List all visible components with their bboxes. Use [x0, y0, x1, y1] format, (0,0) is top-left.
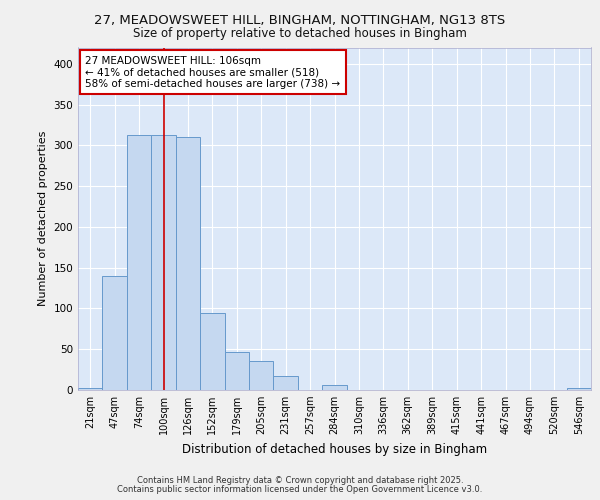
- Bar: [103, 276, 127, 390]
- Text: Contains HM Land Registry data © Crown copyright and database right 2025.: Contains HM Land Registry data © Crown c…: [137, 476, 463, 485]
- Bar: [224, 352, 249, 390]
- Bar: [249, 362, 274, 390]
- Text: 27 MEADOWSWEET HILL: 106sqm
← 41% of detached houses are smaller (518)
58% of se: 27 MEADOWSWEET HILL: 106sqm ← 41% of det…: [85, 56, 340, 89]
- Text: Contains public sector information licensed under the Open Government Licence v3: Contains public sector information licen…: [118, 484, 482, 494]
- Bar: [322, 385, 347, 390]
- Bar: [127, 135, 151, 390]
- Bar: [566, 388, 591, 390]
- Bar: [200, 314, 224, 390]
- Text: 27, MEADOWSWEET HILL, BINGHAM, NOTTINGHAM, NG13 8TS: 27, MEADOWSWEET HILL, BINGHAM, NOTTINGHA…: [94, 14, 506, 27]
- Bar: [78, 388, 103, 390]
- Y-axis label: Number of detached properties: Number of detached properties: [38, 131, 48, 306]
- X-axis label: Distribution of detached houses by size in Bingham: Distribution of detached houses by size …: [182, 442, 487, 456]
- Text: Size of property relative to detached houses in Bingham: Size of property relative to detached ho…: [133, 28, 467, 40]
- Bar: [176, 137, 200, 390]
- Bar: [274, 376, 298, 390]
- Bar: [151, 135, 176, 390]
